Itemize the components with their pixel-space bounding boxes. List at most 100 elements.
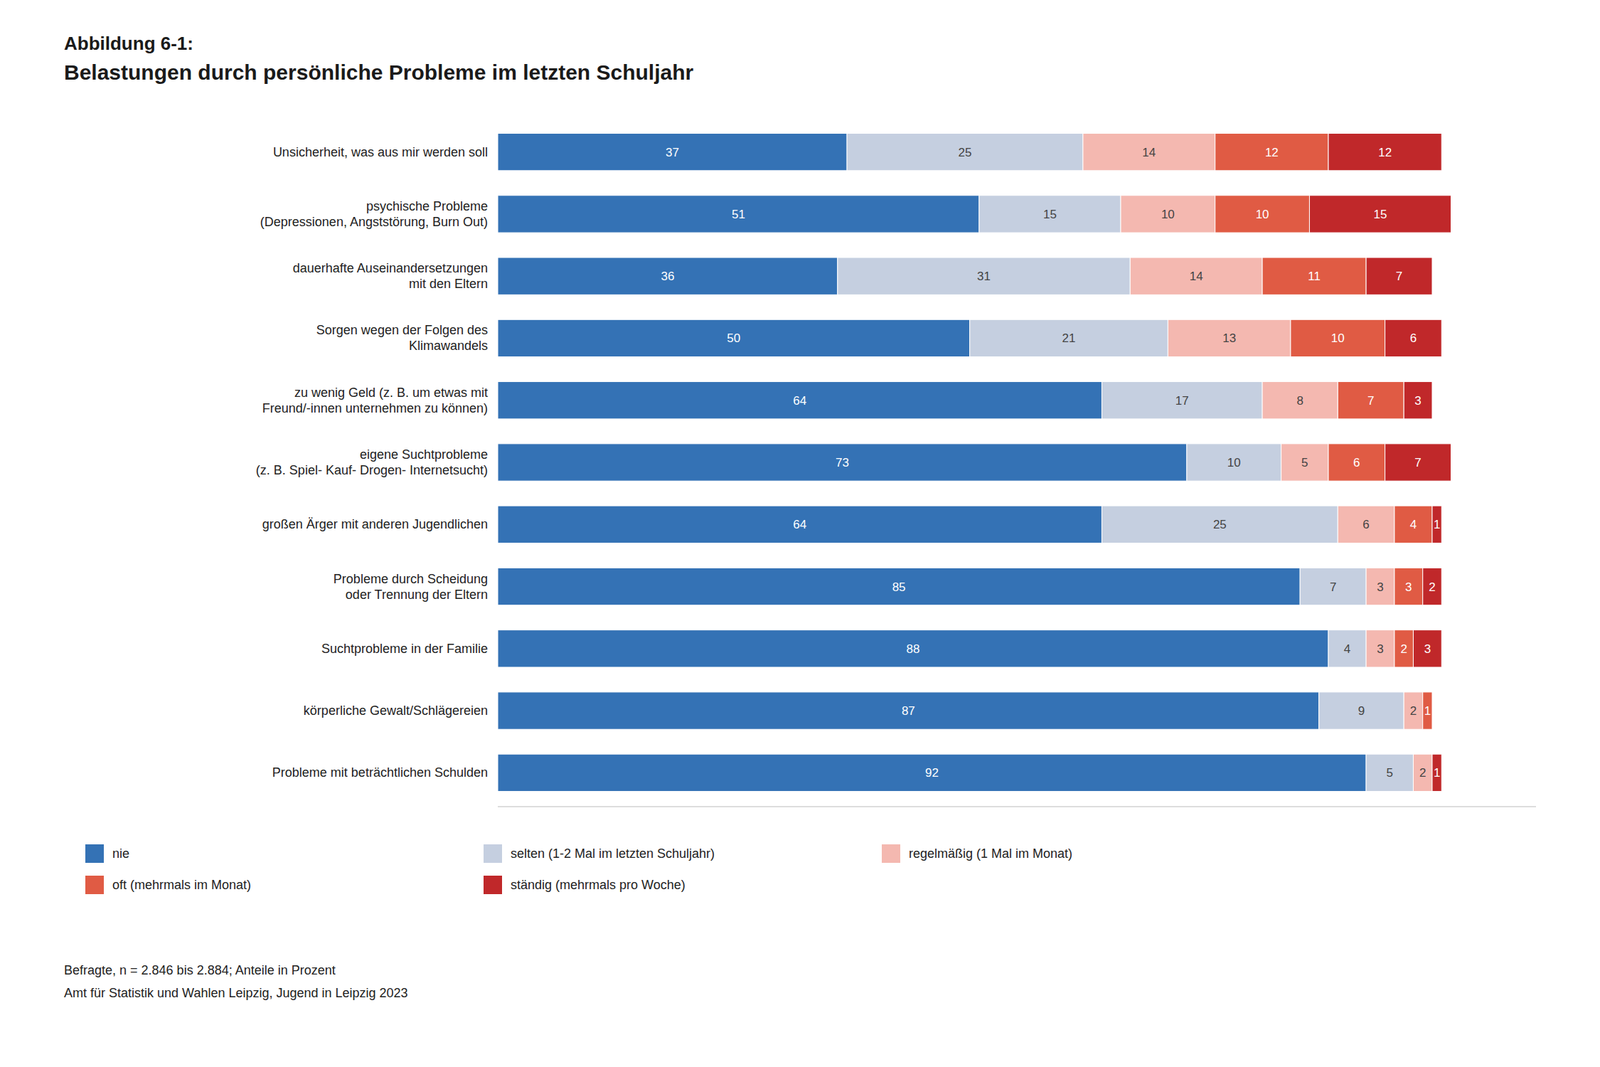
bar-segment: [1319, 691, 1404, 729]
bar-segment: [1432, 753, 1442, 791]
bar-segment: [497, 257, 838, 295]
data-label: 2: [1428, 580, 1436, 594]
data-label: 10: [1255, 207, 1270, 222]
data-label: 4: [1344, 642, 1351, 656]
legend-entry: oft (mehrmals im Monat): [112, 877, 252, 892]
bar-segment: [1412, 630, 1442, 668]
bar-segment: [497, 381, 1102, 419]
data-label: 92: [925, 765, 939, 780]
bar-segment: [1366, 567, 1395, 605]
bar-segment: [969, 319, 1169, 357]
data-label: 2: [1400, 642, 1407, 656]
category-label: psychische Probleme(Depressionen, Angsts…: [260, 199, 488, 229]
data-label: 88: [906, 642, 921, 656]
category-label: körperliche Gewalt/Schlägereien: [303, 703, 488, 718]
data-label: 1: [1433, 517, 1440, 532]
data-label: 14: [1189, 269, 1204, 284]
data-label: 11: [1307, 269, 1321, 284]
data-label: 7: [1329, 580, 1337, 594]
category-label: Probleme mit beträchtlichen Schulden: [272, 765, 488, 780]
bar-segment: [1394, 630, 1414, 668]
bar-segment: [1394, 567, 1423, 605]
bar-segment: [497, 691, 1320, 729]
bar-segment: [1215, 132, 1329, 170]
data-label: 3: [1376, 642, 1384, 656]
data-label: 10: [1161, 207, 1175, 222]
bar-segment: [1186, 443, 1282, 481]
data-label: 6: [1410, 331, 1417, 345]
bar-segment: [1337, 381, 1404, 419]
data-label: 14: [1142, 145, 1156, 160]
bar-segment: [497, 443, 1187, 481]
category-label: Sorgen wegen der Folgen desKlimawandels: [316, 322, 488, 353]
bar-segment: [497, 195, 980, 233]
bar-segment: [1328, 630, 1367, 668]
data-label: 5: [1301, 455, 1308, 470]
bar-segment: [1290, 319, 1386, 357]
bar-segment: [1366, 630, 1395, 668]
data-label: 7: [1414, 455, 1421, 470]
bar-segment: [1366, 753, 1413, 791]
bar-segment: [497, 630, 1329, 668]
data-label: 17: [1175, 393, 1189, 408]
data-label: 64: [792, 393, 807, 408]
data-label: 51: [731, 207, 746, 222]
bar-segment: [979, 195, 1121, 233]
data-label: 12: [1378, 145, 1392, 160]
data-label: 21: [1062, 331, 1076, 345]
data-label: 5: [1386, 765, 1394, 780]
data-label: 2: [1410, 704, 1417, 718]
data-label: 73: [835, 455, 850, 470]
chart: Abbildung 6-1:Belastungen durch persönli…: [0, 0, 1600, 1067]
legend-swatch: [881, 844, 901, 863]
category-label: zu wenig Geld (z. B. um etwas mitFreund/…: [262, 385, 488, 416]
data-label: 6: [1353, 455, 1360, 470]
bar-segment: [1262, 257, 1367, 295]
data-labels: 3725141212511510101536311411750211310664…: [660, 145, 1440, 781]
bar-segment: [1281, 443, 1329, 481]
x-axis-line: [497, 806, 1536, 808]
footnote: Amt für Statistik und Wahlen Leipzig, Ju…: [64, 985, 409, 1000]
data-label: 6: [1362, 517, 1369, 532]
bar-segment: [1432, 505, 1442, 543]
data-label: 37: [665, 145, 680, 160]
data-label: 7: [1367, 393, 1374, 408]
bar-segment: [1328, 132, 1442, 170]
data-label: 15: [1373, 207, 1388, 222]
data-label: 7: [1395, 269, 1403, 284]
bar-segment: [1394, 505, 1433, 543]
bar-segment: [497, 132, 847, 170]
data-label: 10: [1331, 331, 1345, 345]
bars: [497, 132, 1452, 791]
bar-segment: [497, 567, 1300, 605]
category-labels: Unsicherheit, was aus mir werden sollpsy…: [256, 145, 488, 781]
bar-segment: [1101, 381, 1263, 419]
data-label: 15: [1043, 207, 1057, 222]
bar-segment: [1403, 381, 1433, 419]
data-label: 1: [1424, 704, 1431, 718]
bar-segment: [1083, 132, 1216, 170]
title: Abbildung 6-1:: [64, 32, 194, 55]
data-label: 3: [1405, 580, 1412, 594]
bar-segment: [1422, 567, 1443, 605]
bar-segment: [1385, 319, 1443, 357]
data-label: 87: [901, 704, 916, 718]
data-label: 36: [660, 269, 675, 284]
category-label: Suchtprobleme in der Familie: [321, 641, 488, 656]
legend-swatch: [483, 875, 503, 894]
data-label: 2: [1419, 765, 1426, 780]
data-label: 8: [1296, 393, 1303, 408]
legend-entry: ständig (mehrmals pro Woche): [510, 877, 686, 892]
bar-segment: [846, 132, 1084, 170]
bar-segment: [1129, 257, 1263, 295]
footnote: Befragte, n = 2.846 bis 2.884; Anteile i…: [64, 962, 336, 978]
bar-segment: [837, 257, 1130, 295]
category-label: großen Ärger mit anderen Jugendlichen: [262, 516, 488, 532]
bar-segment: [1215, 195, 1310, 233]
legend-entry: regelmäßig (1 Mal im Monat): [908, 846, 1073, 861]
legend: nieselten (1-2 Mal im letzten Schuljahr)…: [85, 844, 1073, 894]
bar-segment: [497, 753, 1367, 791]
data-label: 3: [1376, 580, 1384, 594]
data-label: 4: [1410, 517, 1417, 532]
bar-segment: [1120, 195, 1216, 233]
